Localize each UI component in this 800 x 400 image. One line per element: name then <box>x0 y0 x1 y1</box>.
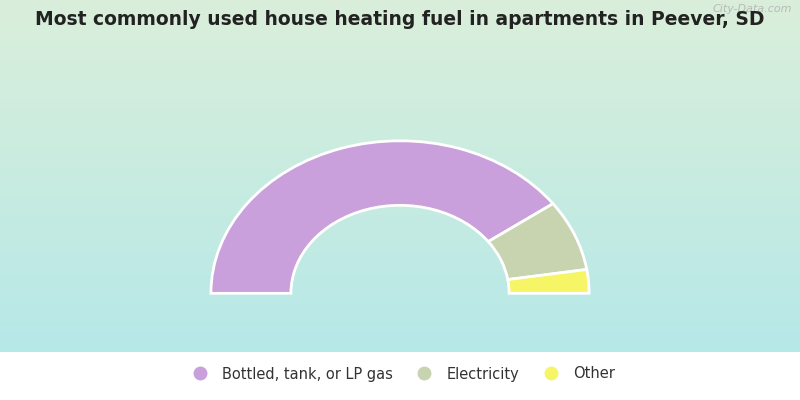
Text: Most commonly used house heating fuel in apartments in Peever, SD: Most commonly used house heating fuel in… <box>35 10 765 29</box>
Wedge shape <box>488 204 586 280</box>
Wedge shape <box>508 270 589 293</box>
Text: City-Data.com: City-Data.com <box>713 4 792 14</box>
Legend: Bottled, tank, or LP gas, Electricity, Other: Bottled, tank, or LP gas, Electricity, O… <box>181 362 619 386</box>
Wedge shape <box>211 141 553 293</box>
